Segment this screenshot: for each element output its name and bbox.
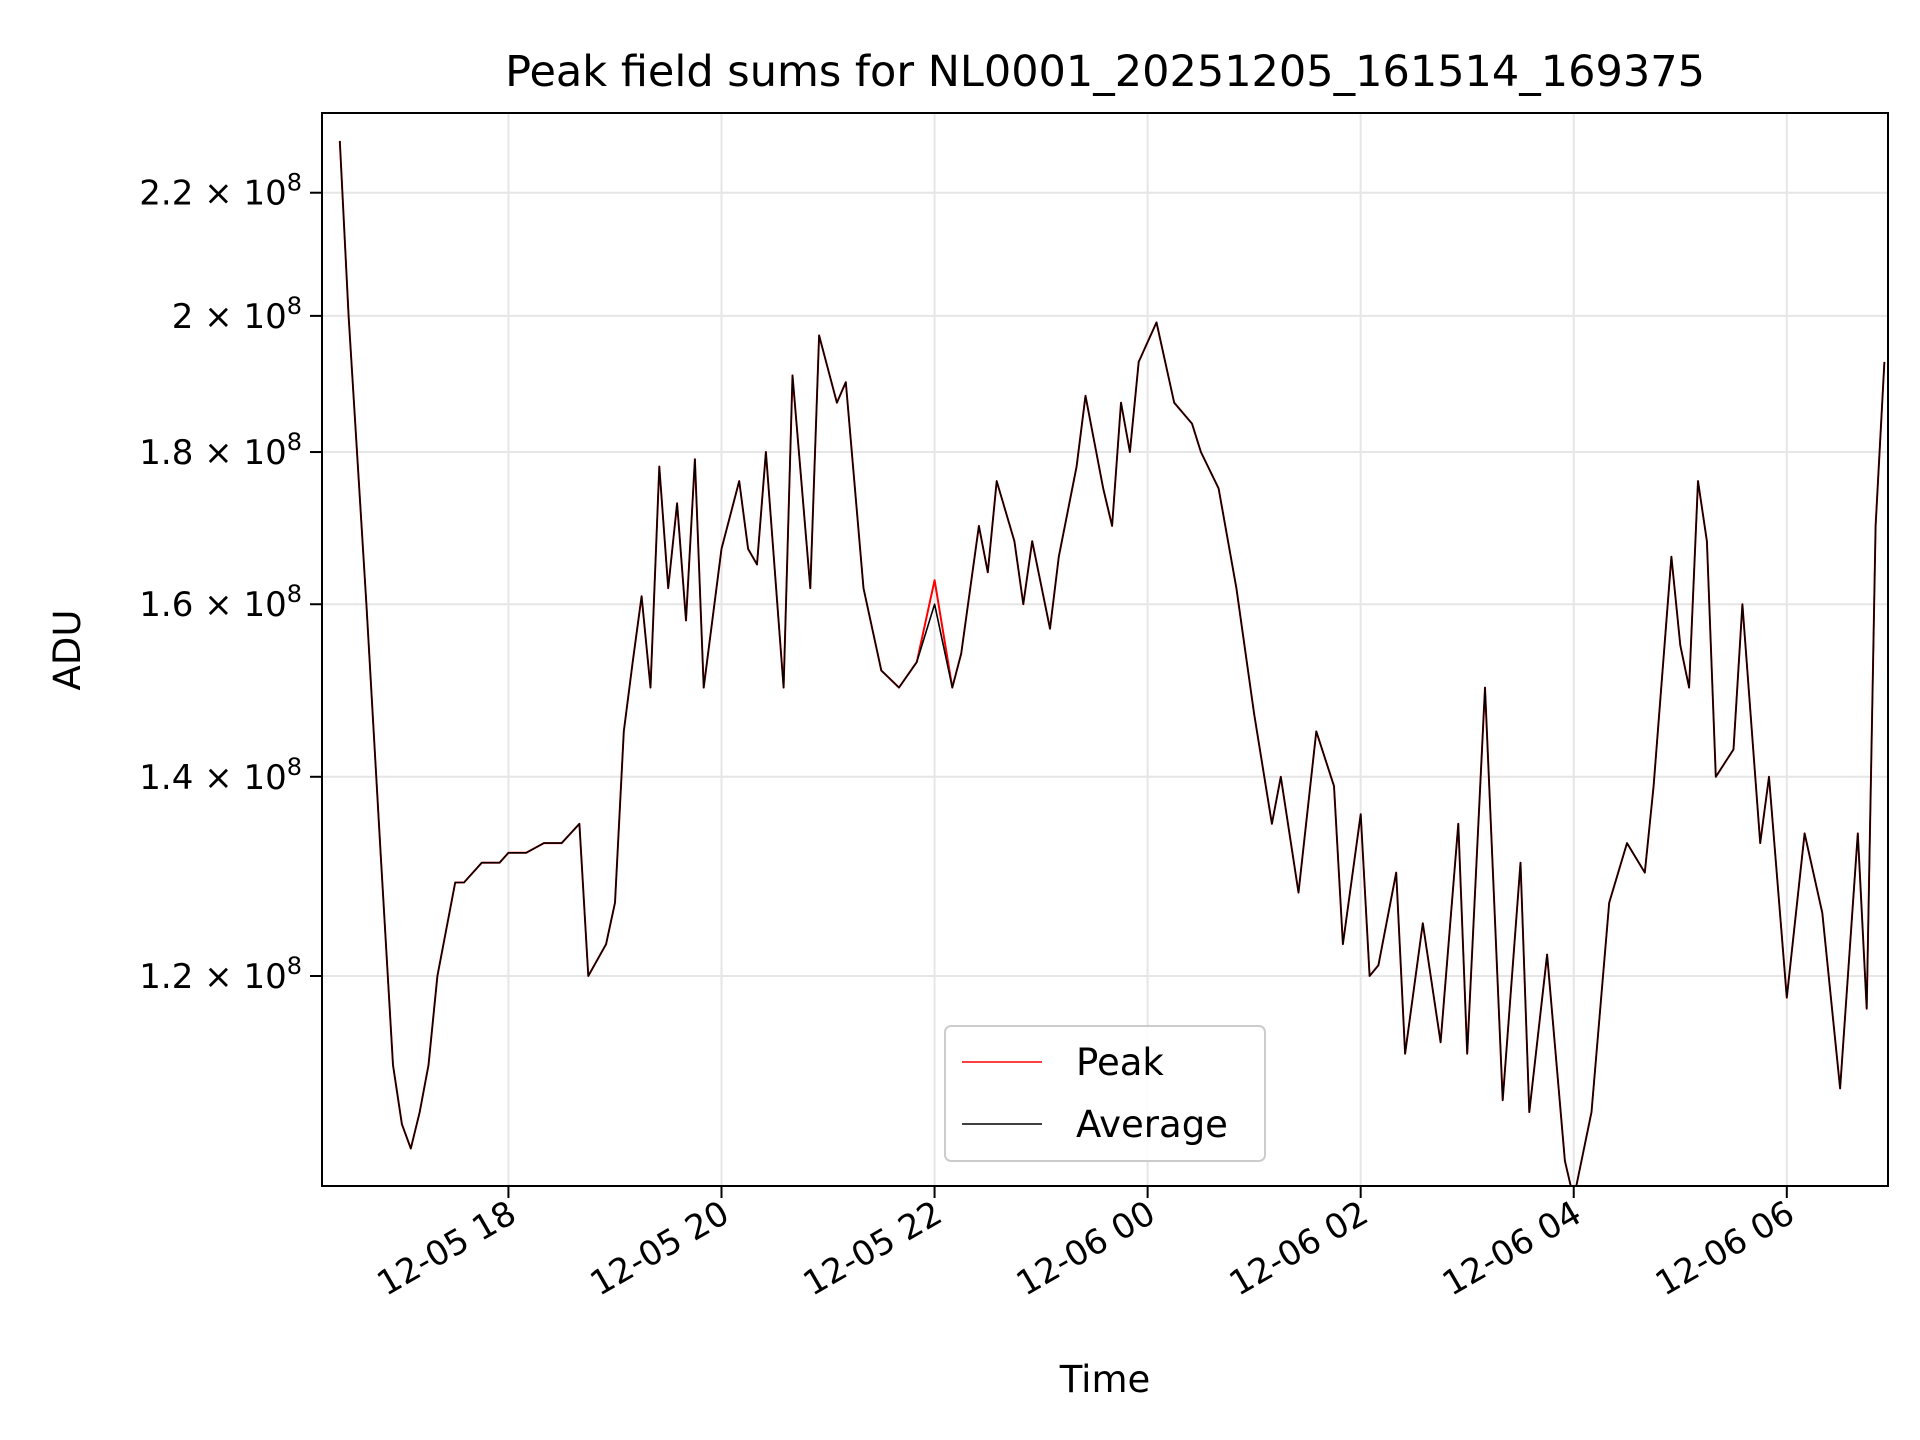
y-tick-label: 1.2 × 108	[139, 952, 302, 997]
y-axis-label: ADU	[46, 610, 89, 691]
grid	[322, 113, 1888, 1186]
legend-box	[944, 1025, 1266, 1162]
legend-label-average: Average	[1076, 1103, 1228, 1146]
series-line-average	[339, 140, 1886, 1186]
chart-title: Peak field sums for NL0001_20251205_1615…	[505, 47, 1705, 97]
y-tick-label: 1.4 × 108	[139, 753, 302, 798]
plot-frame	[321, 112, 1889, 1187]
plot-area	[338, 140, 1886, 1186]
x-axis-label: Time	[1059, 1358, 1151, 1401]
y-tick-label: 2.2 × 108	[139, 169, 302, 214]
legend: Peak Average	[944, 1025, 1266, 1162]
y-tick-label: 1.6 × 108	[139, 580, 302, 625]
y-tick-label: 1.8 × 108	[139, 428, 302, 473]
y-axis: 1.2 × 108 1.4 × 108 1.6 × 108 1.8 × 108 2 × …	[139, 169, 322, 997]
legend-label-peak: Peak	[1076, 1041, 1164, 1084]
y-tick-label: 2 × 108	[172, 292, 302, 337]
